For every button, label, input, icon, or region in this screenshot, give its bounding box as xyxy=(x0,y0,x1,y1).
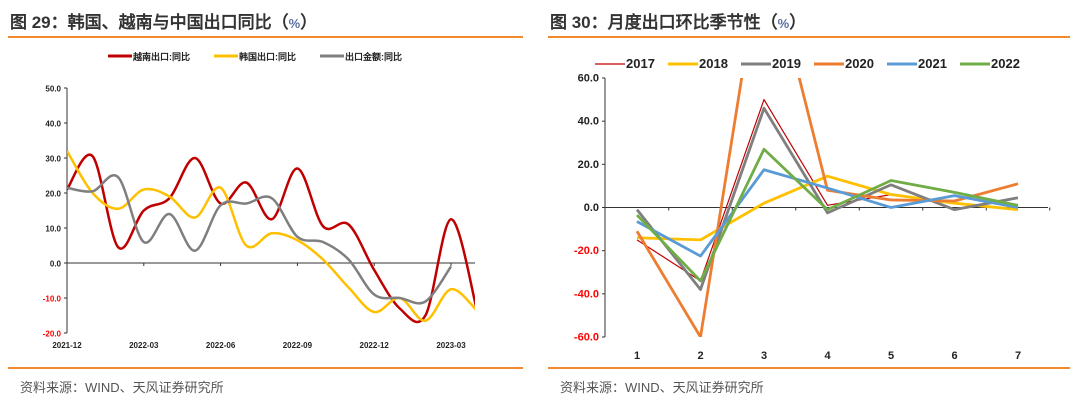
figure-29-title: 图 29：韩国、越南与中国出口同比（%） xyxy=(10,13,318,32)
x-tick-label: 7 xyxy=(1015,350,1021,362)
x-tick-label: 2022-03 xyxy=(129,341,159,350)
series-line-2019 xyxy=(635,106,1019,291)
legend-label: 2020 xyxy=(845,56,874,71)
y-tick-label: 10.0 xyxy=(45,225,61,234)
y-tick-label: 30.0 xyxy=(45,155,61,164)
y-tick-label: 50.0 xyxy=(45,85,61,94)
x-tick-label: 2021-12 xyxy=(52,341,82,350)
source-note: 资料来源：WIND、天风证券研究所 xyxy=(20,380,224,395)
series-line-韩国出口:同比 xyxy=(67,150,475,322)
legend-label: 2017 xyxy=(626,56,655,71)
figure-30-title: 图 30：月度出口环比季节性（%） xyxy=(550,13,807,32)
source-note: 资料来源：WIND、天风证券研究所 xyxy=(560,380,764,395)
y-tick-label: 20.0 xyxy=(578,159,599,171)
series-line-2021 xyxy=(636,168,1019,258)
title-rule xyxy=(548,36,1070,38)
x-tick-label: 2022-12 xyxy=(360,341,390,350)
x-tick-label: 2022-09 xyxy=(283,341,313,350)
right-panel: 图 30：月度出口环比季节性（%） 60.0 40.0 20.0 0.0 -20.0 -4… xyxy=(540,0,1080,401)
y-tick-label: 0.0 xyxy=(584,202,599,214)
legend-label: 2022 xyxy=(991,56,1020,71)
x-tick-label: 3 xyxy=(761,350,767,362)
footer-rule xyxy=(8,367,523,369)
y-tick-label: 20.0 xyxy=(45,190,61,199)
legend-label: 2018 xyxy=(699,56,728,71)
x-tick-label: 4 xyxy=(824,350,831,362)
y-tick-label: -60.0 xyxy=(574,332,599,344)
chart-korea-vietnam-china-exports: 50.0 40.0 30.0 20.0 10.0 0.0 -10.0 -20.0 2021-12… xyxy=(43,51,475,350)
x-tick-label: 1 xyxy=(634,350,640,362)
y-tick-label: -40.0 xyxy=(574,288,599,300)
legend-label: 韩国出口:同比 xyxy=(239,51,296,62)
left-panel: 图 29：韩国、越南与中国出口同比（%） 50.0 40.0 30.0 20.0 10.… xyxy=(8,13,523,395)
y-tick-label: -10.0 xyxy=(43,295,62,304)
series-line-2020 xyxy=(635,78,1019,337)
y-tick-label: 40.0 xyxy=(45,120,61,129)
x-tick-label: 2 xyxy=(697,350,703,362)
y-tick-label: -20.0 xyxy=(574,245,599,257)
footer-rule xyxy=(548,367,1070,369)
legend-label: 出口金额:同比 xyxy=(345,51,402,62)
series-line-越南出口:同比 xyxy=(67,153,475,324)
chart-monthly-export-seasonality: 60.0 40.0 20.0 0.0 -20.0 -40.0 -60.0 1 2 3 4 5 6 7 201… xyxy=(574,56,1051,362)
legend-label: 2021 xyxy=(918,56,947,71)
y-tick-label: 60.0 xyxy=(578,73,599,85)
series-line-出口金额:同比 xyxy=(67,174,453,305)
series-line-2018 xyxy=(636,174,1019,242)
legend-label: 2019 xyxy=(772,56,801,71)
title-rule xyxy=(8,36,523,38)
series-line-2022 xyxy=(635,147,1019,283)
y-tick-label: -20.0 xyxy=(43,330,62,339)
x-tick-label: 6 xyxy=(951,350,957,362)
x-tick-label: 2022-06 xyxy=(206,341,236,350)
x-tick-label: 2023-03 xyxy=(436,341,466,350)
y-tick-label: 0.0 xyxy=(50,260,62,269)
series-line-2017 xyxy=(636,98,892,282)
legend-label: 越南出口:同比 xyxy=(132,51,190,62)
y-tick-label: 40.0 xyxy=(578,116,599,128)
x-tick-label: 5 xyxy=(888,350,894,362)
